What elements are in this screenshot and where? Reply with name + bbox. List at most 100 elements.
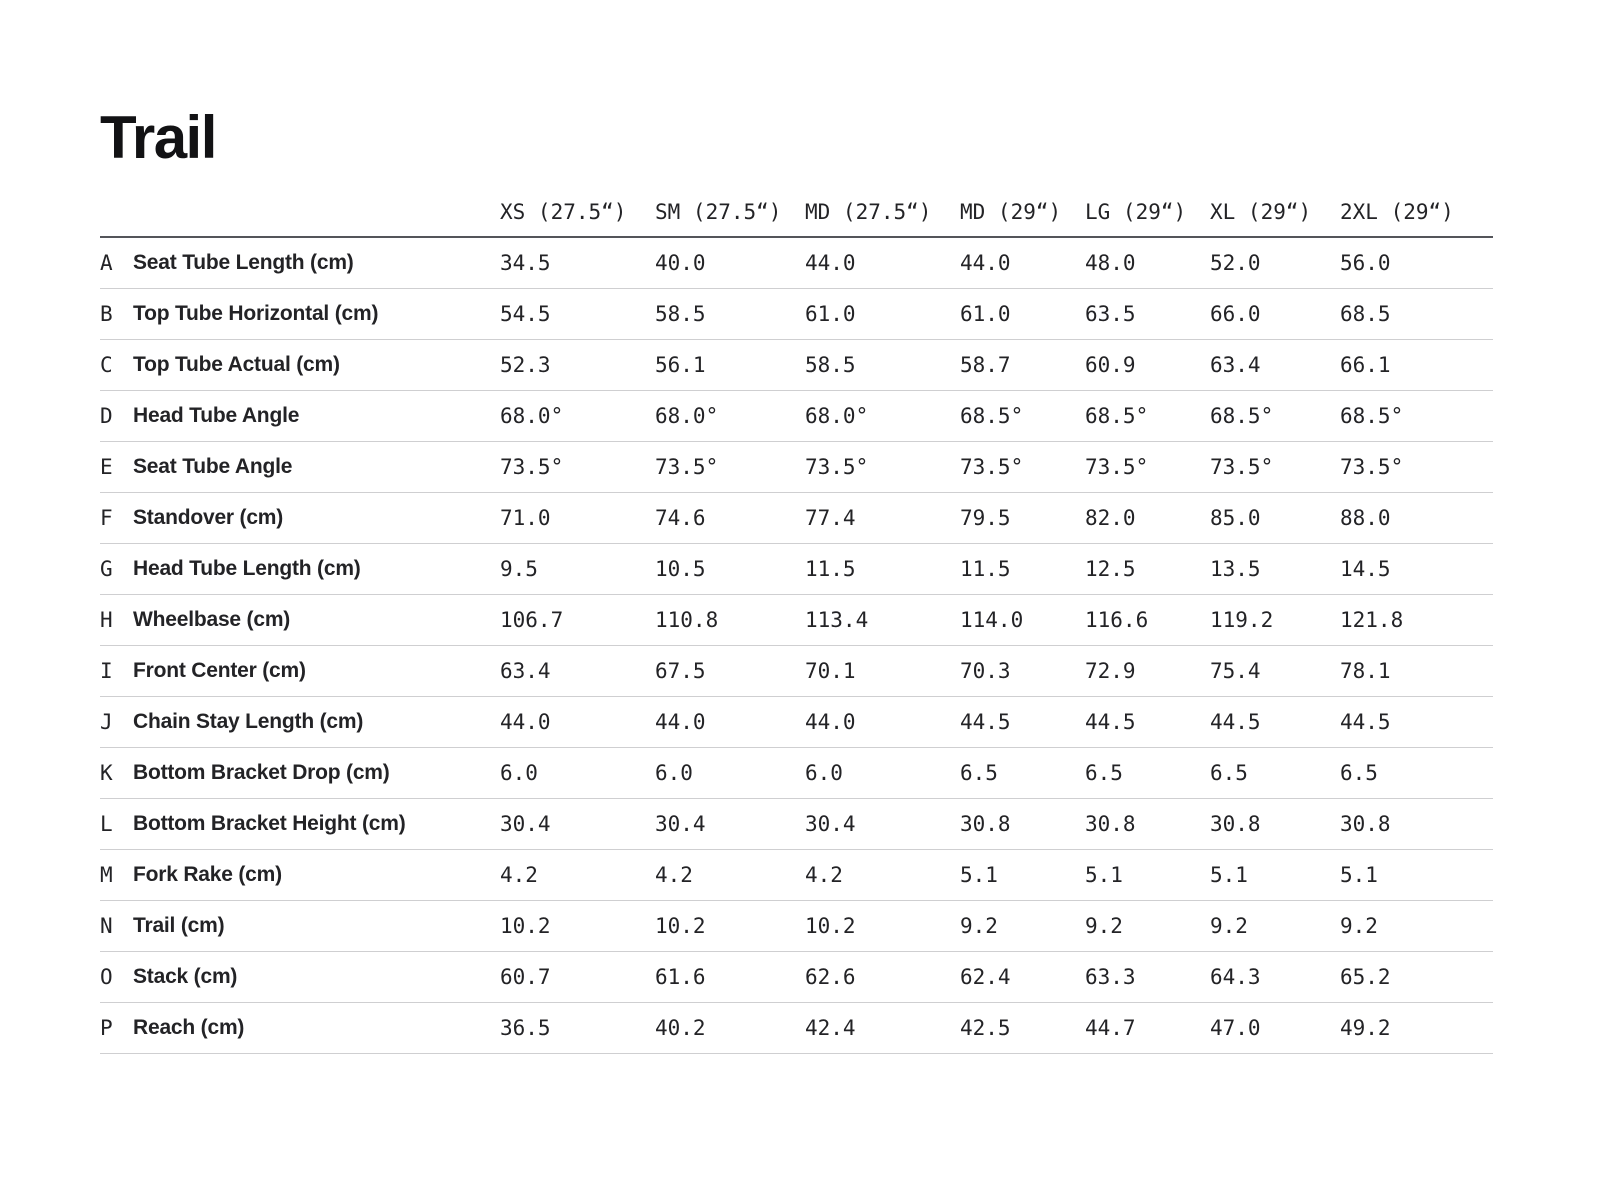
- row-value: 44.5: [1340, 696, 1493, 748]
- row-value: 44.0: [960, 237, 1085, 289]
- row-value: 5.1: [960, 849, 1085, 901]
- row-label: Bottom Bracket Height (cm): [133, 798, 500, 850]
- row-value: 63.3: [1085, 951, 1210, 1003]
- row-value: 44.0: [805, 237, 960, 289]
- row-value: 70.1: [805, 645, 960, 697]
- table-row: A Seat Tube Length (cm) 34.5 40.0 44.0 44.0 48…: [100, 237, 1493, 289]
- table-row: C Top Tube Actual (cm) 52.3 56.1 58.5 58.7 60.…: [100, 339, 1493, 391]
- row-value: 61.0: [805, 288, 960, 340]
- table-row: N Trail (cm) 10.2 10.2 10.2 9.2 9.2 9.2 9.2: [100, 900, 1493, 952]
- row-value: 85.0: [1210, 492, 1340, 544]
- row-value: 78.1: [1340, 645, 1493, 697]
- row-label: Head Tube Length (cm): [133, 543, 500, 595]
- row-letter: J: [100, 696, 133, 748]
- table-row: L Bottom Bracket Height (cm) 30.4 30.4 30.4 3…: [100, 798, 1493, 850]
- row-value: 30.4: [500, 798, 655, 850]
- row-value: 63.5: [1085, 288, 1210, 340]
- table-row: M Fork Rake (cm) 4.2 4.2 4.2 5.1 5.1 5.1 5.1: [100, 849, 1493, 901]
- row-value: 34.5: [500, 237, 655, 289]
- row-value: 71.0: [500, 492, 655, 544]
- row-value: 54.5: [500, 288, 655, 340]
- row-letter: L: [100, 798, 133, 850]
- row-value: 48.0: [1085, 237, 1210, 289]
- row-value: 44.0: [655, 696, 805, 748]
- row-value: 6.0: [655, 747, 805, 799]
- row-value: 6.5: [1340, 747, 1493, 799]
- row-letter: G: [100, 543, 133, 595]
- header-label-spacer: [133, 170, 500, 238]
- row-value: 30.8: [1085, 798, 1210, 850]
- column-header-size: XS (27.5“): [500, 170, 655, 238]
- row-value: 44.5: [960, 696, 1085, 748]
- row-label: Top Tube Horizontal (cm): [133, 288, 500, 340]
- row-value: 106.7: [500, 594, 655, 646]
- row-value: 44.0: [500, 696, 655, 748]
- row-value: 6.5: [1210, 747, 1340, 799]
- table-row: O Stack (cm) 60.7 61.6 62.6 62.4 63.3 64.3 65.2: [100, 951, 1493, 1003]
- row-label: Top Tube Actual (cm): [133, 339, 500, 391]
- row-letter: F: [100, 492, 133, 544]
- row-value: 9.2: [960, 900, 1085, 952]
- row-label: Trail (cm): [133, 900, 500, 952]
- table-row: D Head Tube Angle 68.0° 68.0° 68.0° 68.5° 68.5…: [100, 390, 1493, 442]
- row-value: 66.0: [1210, 288, 1340, 340]
- row-value: 52.0: [1210, 237, 1340, 289]
- row-value: 44.0: [805, 696, 960, 748]
- row-value: 9.2: [1340, 900, 1493, 952]
- row-value: 58.7: [960, 339, 1085, 391]
- row-value: 49.2: [1340, 1002, 1493, 1054]
- column-header-size: MD (27.5“): [805, 170, 960, 238]
- table-row: K Bottom Bracket Drop (cm) 6.0 6.0 6.0 6.5 6.5…: [100, 747, 1493, 799]
- row-value: 68.5°: [1340, 390, 1493, 442]
- table-row: G Head Tube Length (cm) 9.5 10.5 11.5 11.5 12.…: [100, 543, 1493, 595]
- row-value: 9.5: [500, 543, 655, 595]
- row-value: 62.6: [805, 951, 960, 1003]
- row-value: 4.2: [500, 849, 655, 901]
- row-letter: B: [100, 288, 133, 340]
- row-value: 44.7: [1085, 1002, 1210, 1054]
- row-label: Seat Tube Angle: [133, 441, 500, 493]
- table-row: P Reach (cm) 36.5 40.2 42.4 42.5 44.7 47.0 49.2: [100, 1002, 1493, 1054]
- row-value: 30.8: [960, 798, 1085, 850]
- row-letter: K: [100, 747, 133, 799]
- row-letter: I: [100, 645, 133, 697]
- row-letter: N: [100, 900, 133, 952]
- column-header-size: SM (27.5“): [655, 170, 805, 238]
- row-value: 56.0: [1340, 237, 1493, 289]
- row-value: 11.5: [805, 543, 960, 595]
- row-value: 56.1: [655, 339, 805, 391]
- header-letter-spacer: [100, 170, 133, 238]
- column-header-size: 2XL (29“): [1340, 170, 1493, 238]
- row-value: 58.5: [805, 339, 960, 391]
- row-value: 61.6: [655, 951, 805, 1003]
- row-label: Chain Stay Length (cm): [133, 696, 500, 748]
- row-value: 114.0: [960, 594, 1085, 646]
- row-value: 62.4: [960, 951, 1085, 1003]
- row-value: 11.5: [960, 543, 1085, 595]
- row-value: 68.0°: [500, 390, 655, 442]
- row-value: 36.5: [500, 1002, 655, 1054]
- row-value: 74.6: [655, 492, 805, 544]
- row-value: 77.4: [805, 492, 960, 544]
- row-value: 61.0: [960, 288, 1085, 340]
- row-value: 116.6: [1085, 594, 1210, 646]
- row-letter: D: [100, 390, 133, 442]
- row-value: 60.9: [1085, 339, 1210, 391]
- row-value: 73.5°: [500, 441, 655, 493]
- table-body: A Seat Tube Length (cm) 34.5 40.0 44.0 44.0 48…: [100, 237, 1493, 1054]
- row-value: 68.0°: [655, 390, 805, 442]
- row-value: 4.2: [805, 849, 960, 901]
- row-letter: C: [100, 339, 133, 391]
- row-value: 60.7: [500, 951, 655, 1003]
- row-value: 73.5°: [960, 441, 1085, 493]
- row-value: 121.8: [1340, 594, 1493, 646]
- row-letter: P: [100, 1002, 133, 1054]
- row-label: Reach (cm): [133, 1002, 500, 1054]
- row-value: 67.5: [655, 645, 805, 697]
- row-label: Fork Rake (cm): [133, 849, 500, 901]
- column-header-size: LG (29“): [1085, 170, 1210, 238]
- row-value: 63.4: [500, 645, 655, 697]
- row-value: 10.2: [655, 900, 805, 952]
- row-letter: E: [100, 441, 133, 493]
- row-label: Front Center (cm): [133, 645, 500, 697]
